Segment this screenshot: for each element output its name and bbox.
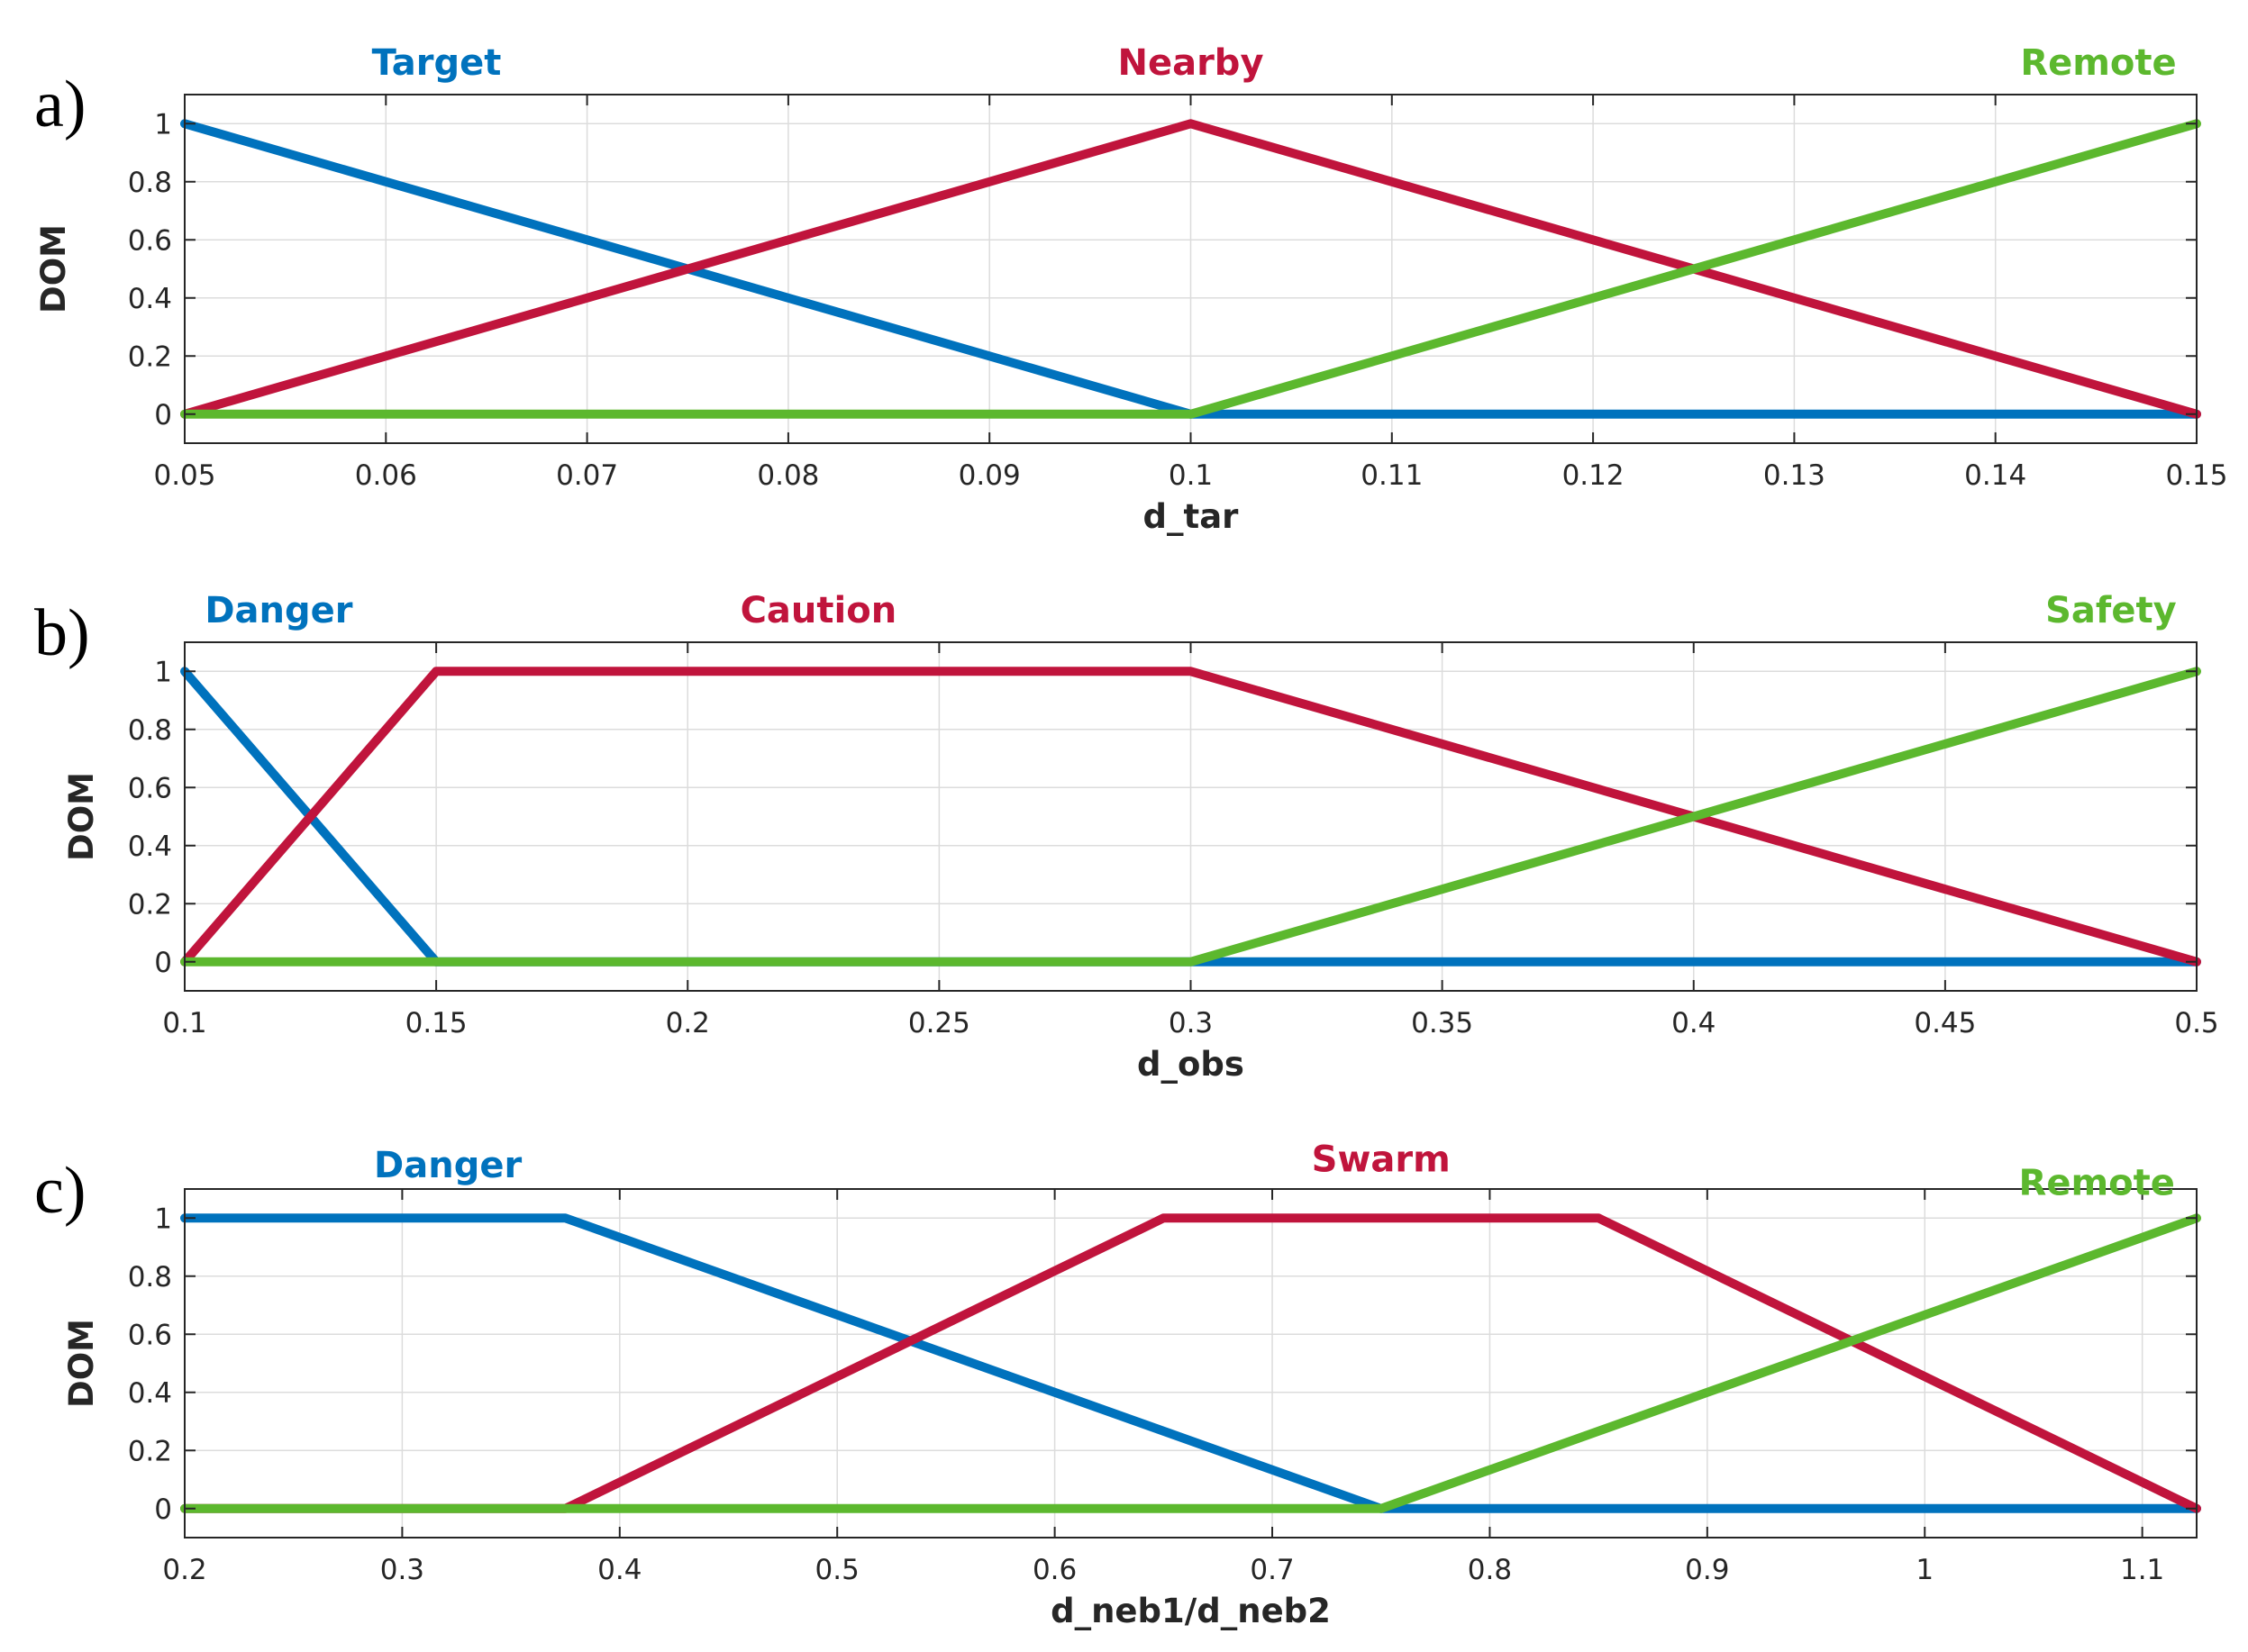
y-tick-label: 0.6 [128,224,172,257]
chart-panel-2: 0.1 0.15 0.2 0.25 0.3 0.35 0.4 0.45 0.5 0 0.2 0.4 0.… [34,590,2219,1084]
series-label-danger: Danger [374,1145,522,1186]
y-tick-label: 0 [154,947,172,979]
series-label-swarm: Swarm [1312,1139,1451,1181]
series-label-safety: Safety [2045,590,2177,631]
x-tick-label: 0.07 [556,459,618,492]
x-tick-label: 0.09 [959,459,1021,492]
y-tick-label: 0.6 [128,772,172,804]
panel-label: b) [34,596,90,670]
y-tick-label: 0.8 [128,1261,172,1293]
x-tick-label: 0.7 [1250,1554,1294,1586]
y-tick-label: 1 [154,656,172,688]
plot-frame [184,1188,2198,1539]
series-label-caution: Caution [741,590,897,631]
y-tick-label: 1 [154,108,172,141]
x-tick-label: 0.15 [405,1007,468,1039]
y-tick-label: 0.4 [128,831,172,863]
x-axis-label: d_tar [1143,497,1240,536]
x-tick-label: 0.14 [1964,459,2026,492]
y-axis-label: DOM [34,224,73,313]
x-tick-label: 1.1 [2120,1554,2164,1586]
x-tick-label: 0.25 [908,1007,970,1039]
x-tick-label: 0.3 [380,1554,424,1586]
y-tick-label: 1 [154,1203,172,1235]
x-tick-label: 0.13 [1763,459,1825,492]
series-label-remote: Remote [2020,42,2176,84]
x-tick-label: 0.15 [2165,459,2227,492]
y-tick-label: 0.8 [128,167,172,199]
series-label-remote: Remote [2019,1162,2175,1203]
chart-panel-3: 0.2 0.3 0.4 0.5 0.6 0.7 0.8 0.9 1 1.1 0 0.2 0.4 0.6 0.… [34,1139,2201,1630]
x-tick-label: 0.6 [1033,1554,1077,1586]
y-tick-label: 0.4 [128,1377,172,1410]
series-line-danger [180,1213,2201,1513]
series-label-nearby: Nearby [1117,42,1263,84]
x-tick-label: 0.1 [1169,459,1213,492]
x-tick-label: 0.2 [162,1554,206,1586]
panel-label: a) [34,68,86,141]
x-tick-label: 0.08 [757,459,819,492]
x-tick-label: 0.06 [355,459,417,492]
x-tick-label: 0.05 [153,459,215,492]
x-tick-label: 0.11 [1361,459,1423,492]
x-tick-label: 0.35 [1411,1007,1473,1039]
y-axis-label: DOM [62,1319,101,1408]
series-line-swarm [180,1213,2201,1513]
x-tick-label: 0.5 [2174,1007,2218,1039]
x-tick-label: 0.2 [666,1007,710,1039]
series-line-safety [180,667,2201,967]
x-tick-label: 0.9 [1685,1554,1729,1586]
series-line-nearby [180,119,2201,419]
y-axis-label: DOM [62,772,101,861]
y-tick-label: 0.2 [128,340,172,373]
y-tick-label: 0 [154,399,172,431]
y-tick-label: 0.2 [128,888,172,921]
x-tick-label: 0.45 [1914,1007,1976,1039]
x-tick-label: 0.3 [1169,1007,1213,1039]
x-tick-label: 0.4 [1671,1007,1716,1039]
x-tick-label: 0.5 [815,1554,860,1586]
series-line-remote [180,1213,2201,1513]
series-line-remote [180,119,2201,419]
x-tick-label: 1 [1916,1554,1934,1586]
y-tick-label: 0.2 [128,1435,172,1467]
x-tick-label: 0.4 [597,1554,642,1586]
y-tick-label: 0.8 [128,714,172,747]
series-label-target: Target [372,42,502,84]
x-axis-label: d_neb1/d_neb2 [1051,1592,1331,1630]
x-tick-label: 0.1 [162,1007,206,1039]
series-label-danger: Danger [205,590,352,631]
x-tick-label: 0.12 [1562,459,1625,492]
panel-label: c) [34,1154,86,1228]
y-tick-label: 0.6 [128,1319,172,1351]
chart-panel-1: 0.05 0.06 0.07 0.08 0.09 0.1 0.11 0.12 0.13 0.14 0… [34,42,2228,536]
y-tick-label: 0.4 [128,283,172,315]
x-axis-label: d_obs [1137,1045,1244,1084]
y-tick-label: 0 [154,1493,172,1526]
x-tick-label: 0.8 [1468,1554,1512,1586]
